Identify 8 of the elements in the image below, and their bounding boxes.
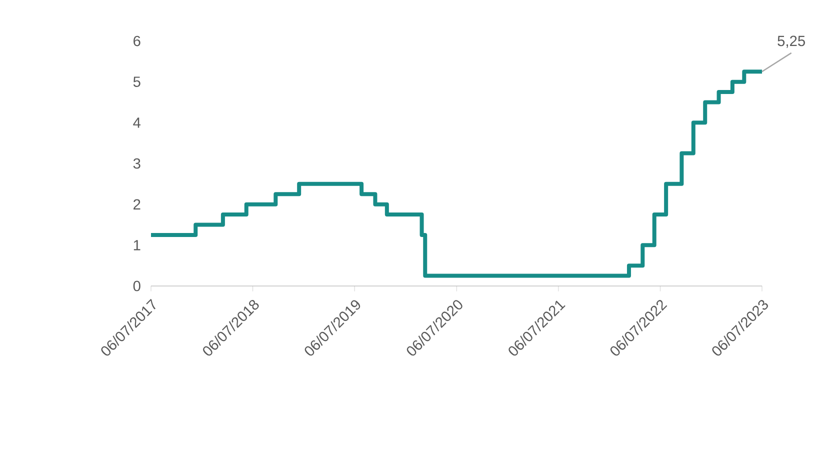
y-tick-label: 5	[133, 76, 140, 87]
y-tick-label: 4	[133, 118, 141, 128]
y-tick-label: 0	[133, 280, 140, 292]
y-tick-label: 3	[133, 158, 140, 169]
y-tick-label: 2	[134, 199, 140, 210]
y-tick-label: 1	[134, 240, 140, 250]
annotation: 5,25	[778, 36, 805, 48]
y-tick-label: 6	[134, 36, 140, 46]
